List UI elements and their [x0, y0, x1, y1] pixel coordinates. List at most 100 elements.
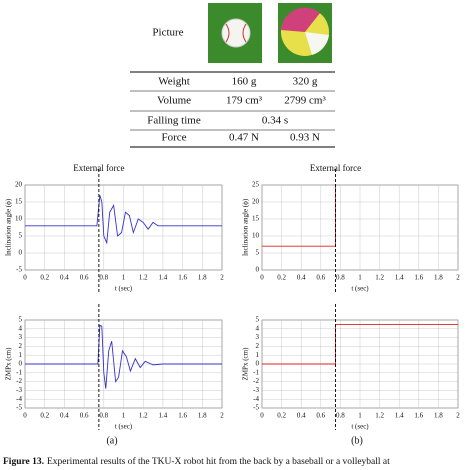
row-label: Force [161, 132, 186, 144]
baseball-seam [225, 23, 247, 43]
y-tick-label: 0 [19, 249, 23, 257]
x-tick-label: 1.4 [159, 412, 168, 420]
y-tick-label: -1 [16, 368, 22, 376]
x-tick-label: 0.2 [277, 274, 286, 282]
x-axis-label: t (sec) [115, 423, 133, 431]
x-tick-label: 0 [23, 412, 27, 420]
x-tick-label: 1.8 [198, 412, 207, 420]
data-line [25, 195, 222, 245]
x-tick-label: 1.2 [139, 412, 148, 420]
x-tick-label: 1 [358, 274, 362, 282]
y-tick-label: 1 [256, 351, 260, 359]
y-axis-label: Inclination angle (ϕ) [242, 198, 250, 256]
x-tick-label: 0.8 [99, 412, 108, 420]
y-tick-label: 10 [252, 232, 260, 240]
y-tick-label: 1 [19, 351, 23, 359]
y-tick-label: 5 [19, 316, 23, 324]
x-tick-label: 0.8 [99, 274, 108, 282]
x-tick-label: 0.2 [40, 412, 49, 420]
y-axis-label: ZMPx (cm) [242, 347, 250, 381]
table: Picture Weight 160 g 320 g Volume 179 cm… [130, 3, 335, 148]
x-tick-label: 2 [220, 412, 224, 420]
x-tick-label: 0.8 [336, 412, 345, 420]
y-axis-label: Inclination angle (ϕ) [5, 198, 13, 256]
x-tick-label: 1.8 [434, 412, 443, 420]
picture-label: Picture [152, 27, 183, 39]
y-tick-label: 25 [252, 181, 260, 189]
y-tick-label: -4 [253, 395, 259, 403]
x-tick-label: 1.6 [178, 274, 187, 282]
y-tick-label: 4 [256, 324, 260, 332]
baseball [221, 18, 251, 48]
y-tick-label: 15 [252, 215, 260, 223]
row-label: Falling time [147, 115, 201, 127]
x-tick-label: 2 [456, 412, 460, 420]
cell: 320 g [293, 76, 318, 88]
x-axis-label: t (sec) [351, 285, 369, 293]
x-tick-label: 1 [122, 412, 126, 420]
cell: 0.47 N [229, 132, 259, 144]
x-tick-label: 1.2 [139, 274, 148, 282]
caption-text: Experimental results of the TKU-X robot … [47, 456, 390, 467]
x-tick-label: 0 [260, 412, 264, 420]
x-tick-label: 0.4 [60, 274, 69, 282]
y-tick-label: 10 [15, 215, 23, 223]
y-tick-label: 0 [256, 266, 260, 274]
y-tick-label: -5 [253, 404, 259, 412]
y-tick-label: -4 [16, 395, 22, 403]
x-tick-label: 1.4 [395, 274, 404, 282]
x-tick-label: 0 [260, 274, 264, 282]
x-tick-label: 0.2 [40, 274, 49, 282]
y-tick-label: 3 [19, 333, 23, 341]
x-tick-label: 1.6 [178, 412, 187, 420]
x-tick-label: 1.4 [159, 274, 168, 282]
x-tick-label: 1 [122, 274, 126, 282]
caption-label: Figure 13. [3, 457, 44, 467]
x-tick-label: 1 [358, 412, 362, 420]
row-label: Volume [157, 95, 191, 107]
y-tick-label: 3 [256, 333, 260, 341]
annotation: External force [310, 163, 361, 173]
cell: 0.34 s [262, 115, 288, 127]
x-tick-label: 1.8 [434, 274, 443, 282]
y-tick-label: 20 [15, 181, 23, 189]
annotation: External force [73, 163, 124, 173]
x-tick-label: 2 [220, 274, 224, 282]
y-tick-label: 4 [19, 324, 23, 332]
y-tick-label: -1 [253, 368, 259, 376]
volleyball-panel [305, 32, 329, 55]
y-tick-label: 15 [15, 198, 23, 206]
cell: 160 g [232, 76, 257, 88]
x-tick-label: 0.6 [316, 412, 325, 420]
y-tick-label: 5 [256, 249, 260, 257]
y-tick-label: 5 [256, 316, 260, 324]
x-tick-label: 1.2 [375, 412, 384, 420]
caption: Figure 13. Experimental results of the TK… [3, 456, 390, 467]
y-tick-label: 2 [19, 342, 23, 350]
cell: 0.93 N [290, 132, 320, 144]
y-tick-label: 0 [256, 360, 260, 368]
panel-label: (a) [106, 435, 117, 446]
y-tick-label: 5 [19, 232, 23, 240]
y-tick-label: 20 [252, 198, 260, 206]
y-tick-label: -2 [253, 377, 259, 385]
x-tick-label: 0.4 [297, 412, 306, 420]
x-tick-label: 0.6 [316, 274, 325, 282]
y-tick-label: -2 [16, 377, 22, 385]
cell: 2799 cm³ [284, 95, 326, 107]
data-line [25, 324, 222, 389]
y-tick-label: -5 [16, 404, 22, 412]
x-tick-label: 1.4 [395, 412, 404, 420]
y-tick-label: 2 [256, 342, 260, 350]
x-tick-label: 0.8 [336, 274, 345, 282]
x-axis-label: t (sec) [115, 285, 133, 293]
x-tick-label: 1.8 [198, 274, 207, 282]
x-axis-label: t (sec) [351, 423, 369, 431]
x-tick-label: 0.4 [60, 412, 69, 420]
y-tick-label: 0 [19, 360, 23, 368]
y-axis-label: ZMPx (cm) [5, 347, 13, 381]
cell: 179 cm³ [226, 95, 263, 107]
x-tick-label: 0.6 [80, 412, 89, 420]
panel-label: (b) [351, 435, 363, 446]
